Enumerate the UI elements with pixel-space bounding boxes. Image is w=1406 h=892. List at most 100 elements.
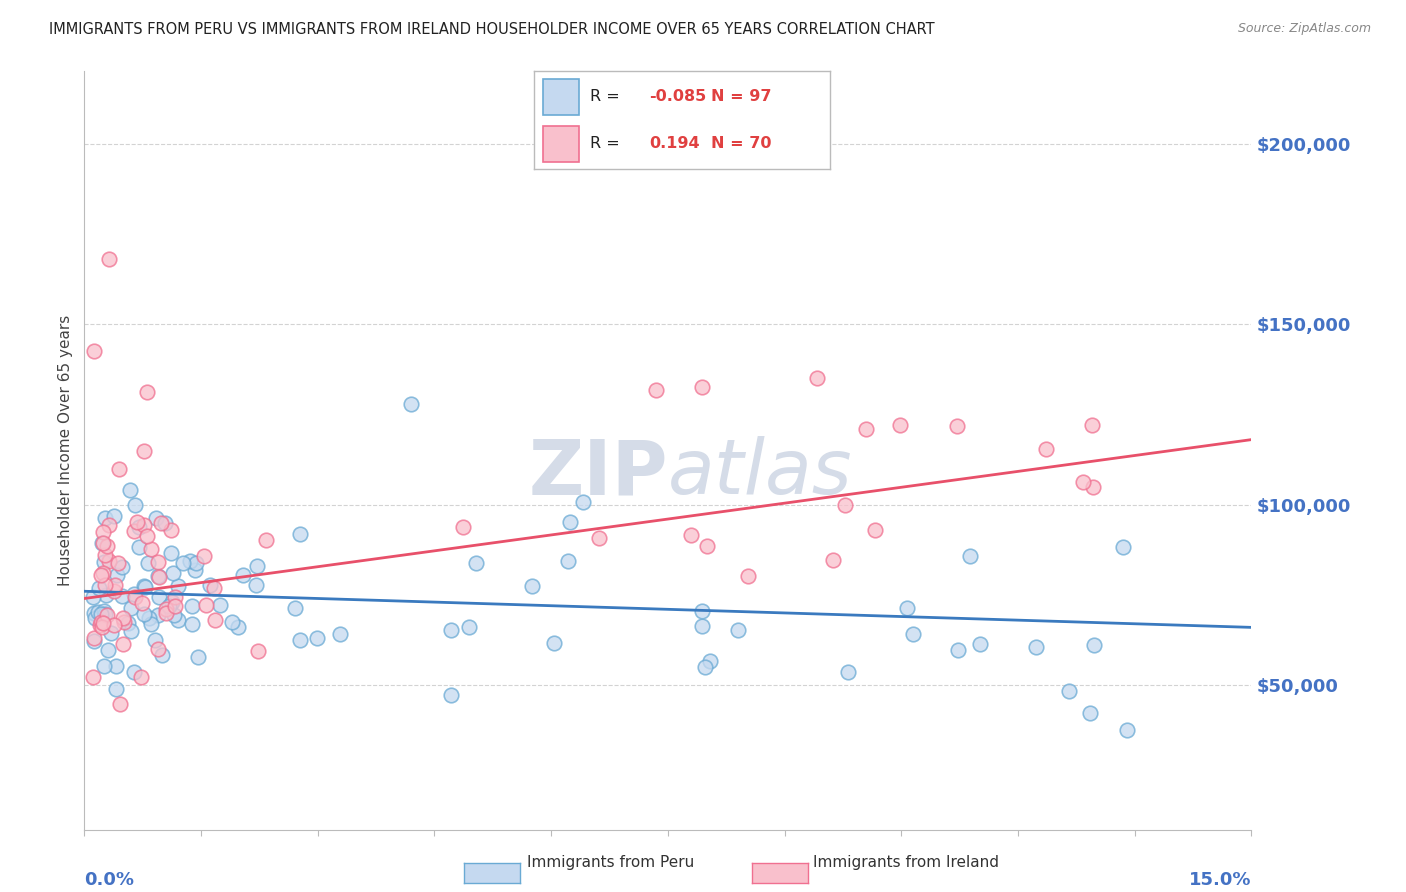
Point — [863, 523, 886, 537]
Point — [179, 554, 201, 568]
Point — [129, 669, 152, 683]
Point — [159, 546, 181, 560]
Point — [167, 579, 190, 593]
Text: Immigrants from Peru: Immigrants from Peru — [527, 855, 695, 870]
Point — [139, 542, 162, 557]
Point — [104, 681, 127, 696]
Point — [122, 524, 145, 539]
Point — [440, 623, 463, 637]
Point — [184, 556, 207, 570]
Point — [204, 614, 226, 628]
Point — [946, 643, 969, 657]
Point — [96, 643, 118, 657]
Point — [112, 615, 135, 629]
Point — [104, 658, 127, 673]
Point — [588, 532, 610, 546]
Point — [96, 588, 118, 602]
Point — [132, 518, 155, 533]
Point — [806, 371, 828, 385]
Point — [572, 495, 595, 509]
Point — [111, 589, 134, 603]
Point — [83, 344, 105, 359]
Point — [187, 650, 209, 665]
Point — [103, 508, 125, 523]
Point — [889, 417, 911, 432]
Point — [232, 568, 254, 582]
Point — [737, 569, 759, 583]
Point — [108, 697, 131, 711]
Point — [97, 553, 120, 567]
Point — [100, 626, 122, 640]
Point — [946, 418, 969, 433]
Point — [117, 615, 139, 630]
Point — [451, 520, 474, 534]
Point — [91, 615, 114, 630]
Point — [162, 566, 184, 580]
Point — [439, 688, 461, 702]
Point — [727, 624, 749, 638]
Point — [149, 516, 172, 531]
Point — [82, 591, 104, 605]
Text: 15.0%: 15.0% — [1189, 871, 1251, 889]
Point — [1081, 418, 1104, 433]
Point — [558, 516, 581, 530]
Point — [90, 615, 112, 630]
Point — [699, 654, 721, 668]
Point — [202, 581, 225, 595]
Point — [134, 607, 156, 621]
Point — [134, 579, 156, 593]
Point — [193, 549, 215, 563]
Point — [184, 563, 207, 577]
Point — [690, 604, 713, 618]
Point — [148, 591, 170, 605]
Point — [91, 566, 114, 580]
Text: Immigrants from Ireland: Immigrants from Ireland — [813, 855, 998, 870]
Point — [112, 637, 135, 651]
Text: ZIP: ZIP — [529, 436, 668, 510]
Point — [135, 529, 157, 543]
Point — [96, 608, 118, 623]
Point — [124, 590, 146, 604]
Point — [457, 620, 479, 634]
Point — [89, 581, 111, 595]
Point — [87, 605, 110, 619]
Point — [134, 580, 156, 594]
Point — [83, 634, 105, 648]
Point — [131, 595, 153, 609]
Point — [94, 510, 117, 524]
Point — [1078, 706, 1101, 720]
Point — [122, 587, 145, 601]
Point — [855, 422, 877, 436]
Point — [120, 483, 142, 497]
Point — [645, 384, 668, 398]
Text: IMMIGRANTS FROM PERU VS IMMIGRANTS FROM IRELAND HOUSEHOLDER INCOME OVER 65 YEARS: IMMIGRANTS FROM PERU VS IMMIGRANTS FROM … — [49, 22, 935, 37]
Text: N = 70: N = 70 — [711, 136, 772, 152]
Point — [83, 606, 105, 620]
Point — [146, 607, 169, 622]
Point — [329, 627, 352, 641]
Point — [143, 633, 166, 648]
Point — [136, 384, 159, 399]
Point — [146, 642, 169, 657]
Text: Source: ZipAtlas.com: Source: ZipAtlas.com — [1237, 22, 1371, 36]
Point — [163, 599, 186, 613]
Point — [91, 536, 114, 550]
Point — [399, 396, 422, 410]
Text: N = 97: N = 97 — [711, 89, 772, 104]
Point — [104, 578, 127, 592]
Point — [226, 620, 249, 634]
Point — [89, 607, 111, 622]
Point — [837, 665, 859, 679]
Point — [128, 540, 150, 554]
Point — [128, 519, 150, 533]
Point — [821, 553, 844, 567]
Point — [120, 601, 142, 615]
FancyBboxPatch shape — [543, 127, 579, 161]
Point — [181, 616, 204, 631]
Point — [90, 567, 112, 582]
Point — [89, 618, 111, 632]
Point — [139, 617, 162, 632]
Point — [132, 444, 155, 458]
Point — [1111, 540, 1133, 554]
Text: atlas: atlas — [668, 436, 852, 510]
